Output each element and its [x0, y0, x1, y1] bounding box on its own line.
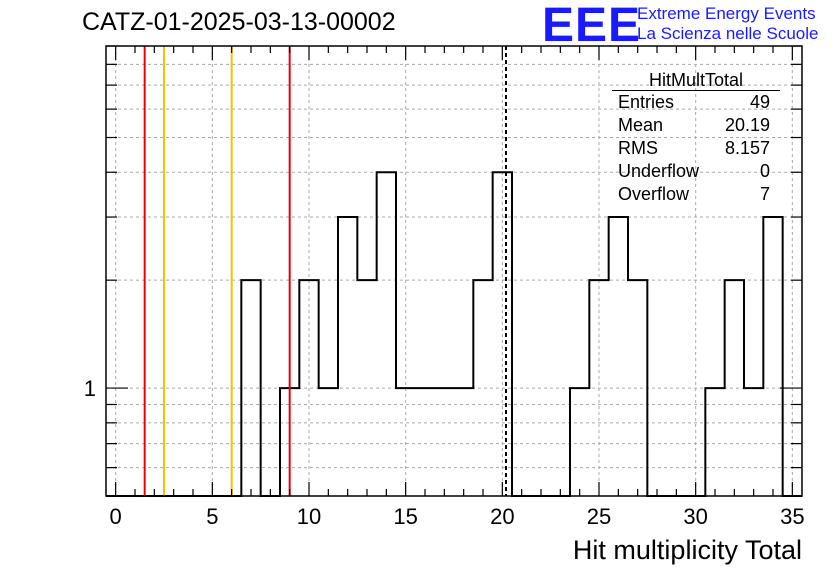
- x-axis-title: Hit multiplicity Total: [572, 535, 802, 565]
- x-tick-label: 0: [110, 504, 122, 529]
- x-tick-label: 25: [587, 504, 611, 529]
- stats-label: Entries: [618, 92, 675, 112]
- stats-label: Mean: [618, 115, 664, 135]
- stats-label: RMS: [618, 138, 658, 158]
- plot-title: CATZ-01-2025-03-13-00002: [82, 8, 396, 36]
- x-tick-label: 35: [780, 504, 804, 529]
- logo-line-1: Extreme Energy Events: [637, 4, 816, 23]
- axis-frame: [105, 45, 803, 497]
- x-tick-label: 30: [683, 504, 707, 529]
- y-tick-label: 1: [84, 376, 96, 401]
- stats-row-underflow: Underflow 0: [612, 160, 780, 183]
- stats-value: 49: [749, 92, 770, 112]
- x-tick-label: 5: [206, 504, 218, 529]
- stats-title: HitMultTotal: [612, 70, 780, 91]
- x-tick-label: 20: [490, 504, 514, 529]
- plot-area: [106, 46, 802, 496]
- x-tick-label: 15: [393, 504, 417, 529]
- stats-box: HitMultTotal Entries 49 Mean 20.19 RMS 8…: [612, 70, 780, 206]
- stats-value: 7: [759, 184, 770, 204]
- stats-row-overflow: Overflow 7: [612, 183, 780, 206]
- histogram-series: [106, 171, 802, 497]
- stats-value: 8.157: [724, 138, 770, 158]
- stats-value: 0: [759, 161, 770, 181]
- stats-label: Overflow: [618, 184, 690, 204]
- stats-row-mean: Mean 20.19: [612, 114, 780, 137]
- logo-line-2: La Scienza nelle Scuole: [637, 24, 819, 43]
- stats-label: Underflow: [618, 161, 700, 181]
- stats-row-entries: Entries 49: [612, 91, 780, 114]
- stats-value: 20.19: [724, 115, 770, 135]
- x-tick-label: 10: [297, 504, 321, 529]
- stats-row-rms: RMS 8.157: [612, 137, 780, 160]
- eee-logo: EEE: [542, 0, 642, 52]
